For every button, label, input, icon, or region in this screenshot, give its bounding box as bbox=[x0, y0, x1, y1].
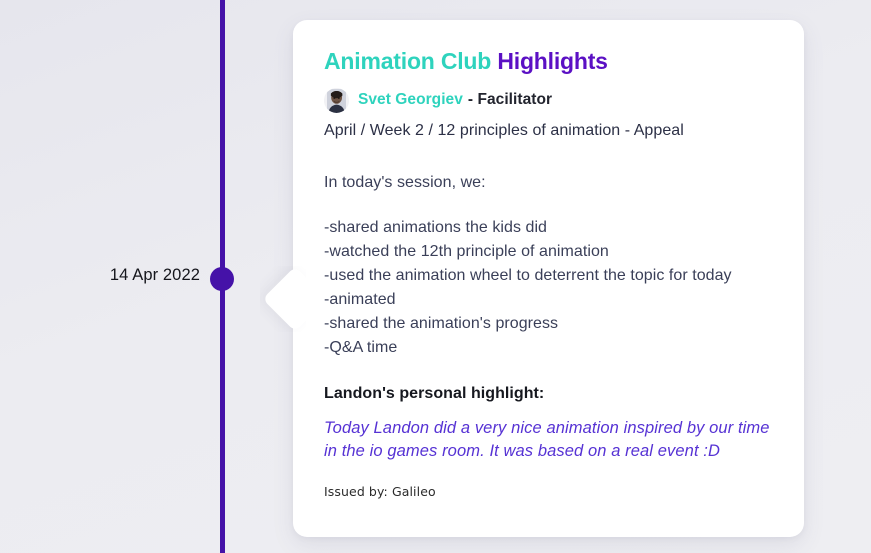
list-item: -shared the animation's progress bbox=[324, 315, 559, 333]
list-item: -Q&A time bbox=[324, 339, 398, 357]
page-title-primary: Animation Club bbox=[324, 48, 492, 74]
highlights-card: Animation Club Highlights bbox=[293, 20, 804, 537]
facilitator-name: Svet Georgiev bbox=[358, 91, 463, 109]
session-activity-list: -shared animations the kids did -watched… bbox=[324, 216, 774, 361]
personal-highlight-text: Today Landon did a very nice animation i… bbox=[324, 418, 770, 461]
list-item: -shared animations the kids did bbox=[324, 218, 548, 236]
personal-highlight-label: Landon's personal highlight: bbox=[324, 384, 545, 402]
issued-by-label: Issued by: Galileo bbox=[324, 484, 436, 500]
facilitator-role: - Facilitator bbox=[467, 91, 553, 109]
page-title: Animation Club Highlights bbox=[324, 48, 774, 76]
list-item: -watched the 12th principle of animation bbox=[324, 242, 609, 260]
session-breadcrumb: April / Week 2 / 12 principles of animat… bbox=[324, 121, 684, 139]
avatar-photo-icon bbox=[324, 87, 349, 113]
timeline-dot-icon[interactable] bbox=[210, 267, 234, 291]
list-item: -used the animation wheel to deterrent t… bbox=[324, 266, 732, 284]
list-item: -animated bbox=[324, 291, 396, 309]
session-lead-text: In today's session, we: bbox=[324, 173, 486, 191]
facilitator-byline: Svet Georgiev - Facilitator bbox=[324, 87, 774, 113]
card-pointer-notch-icon bbox=[260, 266, 306, 332]
timeline-date-label: 14 Apr 2022 bbox=[109, 266, 200, 284]
page-title-secondary: Highlights bbox=[497, 48, 608, 74]
